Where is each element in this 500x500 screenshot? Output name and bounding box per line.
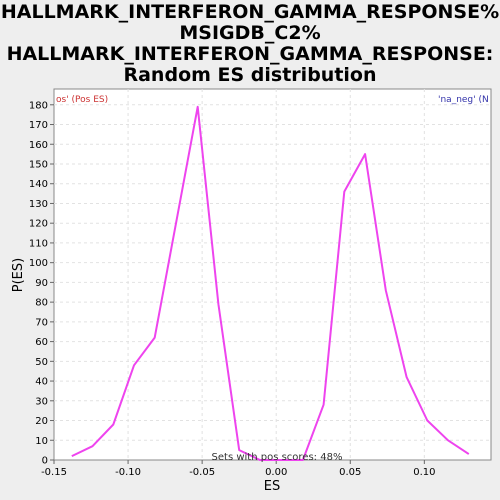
y-tick-label: 0 — [42, 456, 48, 467]
x-tick-label: -0.10 — [115, 467, 141, 478]
y-tick-label: 50 — [35, 357, 48, 368]
series-line — [71, 105, 470, 461]
y-tick-label: 40 — [35, 377, 48, 388]
grid-layer — [54, 89, 491, 460]
y-tick-label: 100 — [29, 258, 48, 269]
corner-label-right: 'na_neg' (N — [438, 95, 489, 105]
title-line-1: HALLMARK_INTERFERON_GAMMA_RESPONSE% — [0, 1, 500, 23]
chart-title: HALLMARK_INTERFERON_GAMMA_RESPONSE% MSIG… — [0, 2, 500, 86]
x-tick-label: -0.15 — [41, 467, 67, 478]
title-line-3: HALLMARK_INTERFERON_GAMMA_RESPONSE: — [6, 43, 494, 65]
y-tick-label: 10 — [35, 436, 48, 447]
y-tick-label: 110 — [29, 238, 48, 249]
y-tick-label: 70 — [35, 317, 48, 328]
y-tick-label: 160 — [29, 140, 48, 151]
y-axis-label: P(ES) — [11, 258, 26, 292]
x-tick-label: 0.05 — [339, 467, 361, 478]
series-layer — [71, 105, 470, 461]
y-tick-label: 180 — [29, 100, 48, 111]
x-tick-label: -0.05 — [189, 467, 215, 478]
y-tick-label: 130 — [29, 199, 48, 210]
y-tick-label: 170 — [29, 120, 48, 131]
plot-area — [53, 88, 492, 461]
x-tick-label: 0.10 — [413, 467, 435, 478]
y-tick-label: 80 — [35, 298, 48, 309]
y-tick-label: 90 — [35, 278, 48, 289]
title-line-4: Random ES distribution — [123, 64, 377, 86]
y-tick-label: 20 — [35, 416, 48, 427]
y-tick-label: 120 — [29, 219, 48, 230]
x-axis-label: ES — [264, 479, 280, 494]
x-tick-label: 0.00 — [265, 467, 287, 478]
y-tick-label: 60 — [35, 337, 48, 348]
corner-label-left: os' (Pos ES) — [56, 95, 108, 105]
title-line-2: MSIGDB_C2% — [179, 22, 321, 44]
axis-layer: 0 10 20 30 40 50 60 70 80 90 100 110 120 130 140 150 160… — [29, 100, 436, 478]
y-tick-label: 150 — [29, 159, 48, 170]
y-tick-label: 140 — [29, 179, 48, 190]
y-tick-label: 30 — [35, 396, 48, 407]
pos-score-note: Sets with pos scores: 48% — [212, 452, 343, 463]
